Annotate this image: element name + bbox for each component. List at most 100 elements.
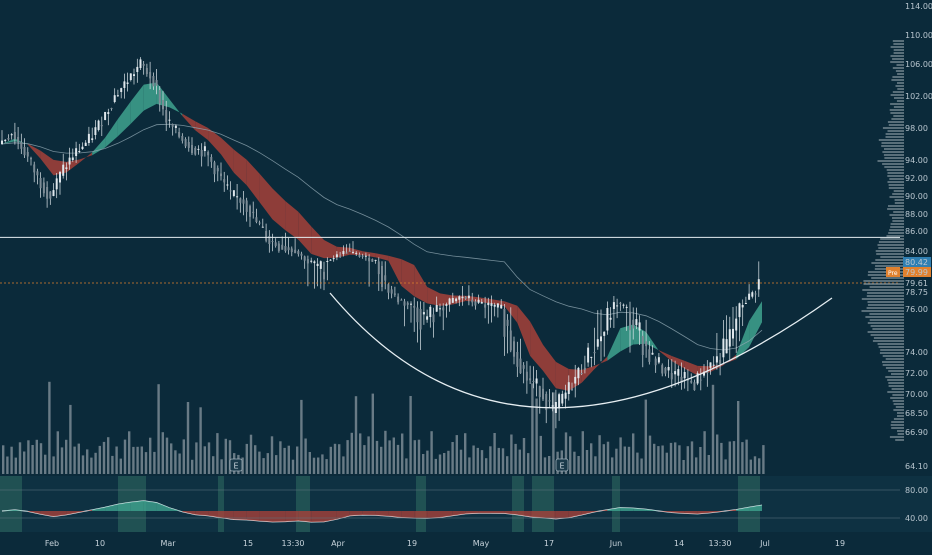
volume-profile-bar [879, 241, 904, 243]
volume-profile-bar [898, 433, 904, 435]
volume-bar [657, 446, 659, 474]
volume-bar [384, 431, 386, 474]
candle-body [587, 348, 589, 363]
volume-profile-bar [896, 85, 905, 87]
volume-bar [313, 458, 315, 474]
candle-body [520, 359, 522, 374]
volume-profile-bar [887, 235, 905, 237]
candle-body [474, 301, 476, 305]
oscillator-fill-segment [298, 511, 311, 522]
volume-profile-bar [891, 46, 904, 48]
volume-profile-bar [893, 67, 904, 69]
indicator-highlight-zone [0, 476, 22, 532]
volume-bar [334, 444, 336, 474]
volume-profile-bar [885, 376, 904, 378]
oscillator-fill-segment [234, 511, 247, 520]
candle-body [526, 372, 528, 381]
volume-profile-bar [876, 250, 904, 252]
candle-body [619, 303, 621, 304]
volume-profile-bar [897, 412, 904, 414]
candle-body [143, 64, 145, 66]
candle-body [410, 304, 412, 305]
candle-body [185, 139, 187, 146]
time-axis-tick-label: 13:30 [708, 539, 731, 548]
volume-bar [271, 436, 273, 474]
volume-bar [447, 451, 449, 474]
candle-body [561, 394, 563, 404]
candle-body [726, 339, 728, 353]
volume-profile-bar [878, 343, 904, 345]
volume-profile-bar [890, 397, 904, 399]
candle-body [413, 306, 415, 308]
volume-bar [468, 457, 470, 474]
volume-profile-bar [867, 295, 904, 297]
candle-body [239, 198, 241, 203]
volume-bar [262, 458, 264, 474]
volume-bar [187, 402, 189, 474]
volume-profile-bar [890, 61, 904, 63]
volume-bar [372, 394, 374, 474]
candle-body [4, 140, 6, 141]
candle-body [577, 368, 579, 378]
oscillator-fill-segment [131, 501, 144, 511]
candle-body [362, 256, 364, 257]
volume-profile-bar [864, 283, 905, 285]
volume-bar [670, 443, 672, 474]
oscillator-fill-segment [285, 511, 298, 522]
candle-body [500, 305, 502, 309]
volume-bar [346, 440, 348, 474]
candle-body [400, 300, 402, 301]
volume-profile-bar [888, 181, 905, 183]
indicator-highlight-zone [532, 476, 554, 532]
candle-body [188, 142, 190, 148]
volume-bar [19, 442, 21, 474]
time-axis-tick-label: 19 [407, 539, 417, 548]
volume-bar [204, 446, 206, 474]
volume-profile-bar [884, 154, 904, 156]
volume-bar [23, 452, 25, 475]
volume-profile-bar [870, 319, 904, 321]
volume-bar [514, 444, 516, 474]
candle-body [613, 302, 615, 309]
volume-bar [682, 460, 684, 474]
volume-profile-bar [878, 160, 905, 162]
candle-body [445, 304, 447, 306]
price-axis-tick-label: 68.50 [905, 409, 928, 418]
candle-body [330, 260, 332, 261]
volume-bar [615, 449, 617, 474]
candle-body [214, 162, 216, 174]
volume-bar [174, 450, 176, 474]
candle-body [655, 359, 657, 366]
volume-profile-bar [868, 301, 905, 303]
volume-profile-bar [895, 439, 904, 441]
volume-bar [678, 445, 680, 474]
candle-body [384, 275, 386, 280]
volume-profile-bar [893, 409, 904, 411]
volume-bar [162, 432, 164, 474]
indicator-axis-tick-label: 80.00 [905, 486, 928, 495]
candle-body [642, 336, 644, 355]
candle-body [24, 147, 26, 155]
candle-body [468, 296, 470, 299]
volume-profile-bar [871, 334, 904, 336]
volume-profile-bar [875, 265, 904, 267]
price-axis-tick-label: 94.00 [905, 156, 928, 165]
candle-body [449, 299, 451, 305]
candle-body [635, 319, 637, 325]
candle-body [265, 231, 267, 241]
volume-profile-bar [888, 121, 904, 123]
candle-body [674, 371, 676, 374]
price-axis-tick-label: 88.00 [905, 210, 928, 219]
volume-profile-bar [874, 337, 904, 339]
volume-profile-bar [897, 100, 904, 102]
candle-body [629, 312, 631, 331]
volume-bar [691, 441, 693, 474]
volume-profile-bar [889, 124, 904, 126]
volume-profile-bar [888, 370, 904, 372]
volume-bar [636, 453, 638, 474]
candle-body [14, 132, 16, 139]
volume-bar [258, 452, 260, 474]
volume-bar [351, 433, 353, 474]
volume-bar [283, 448, 285, 474]
